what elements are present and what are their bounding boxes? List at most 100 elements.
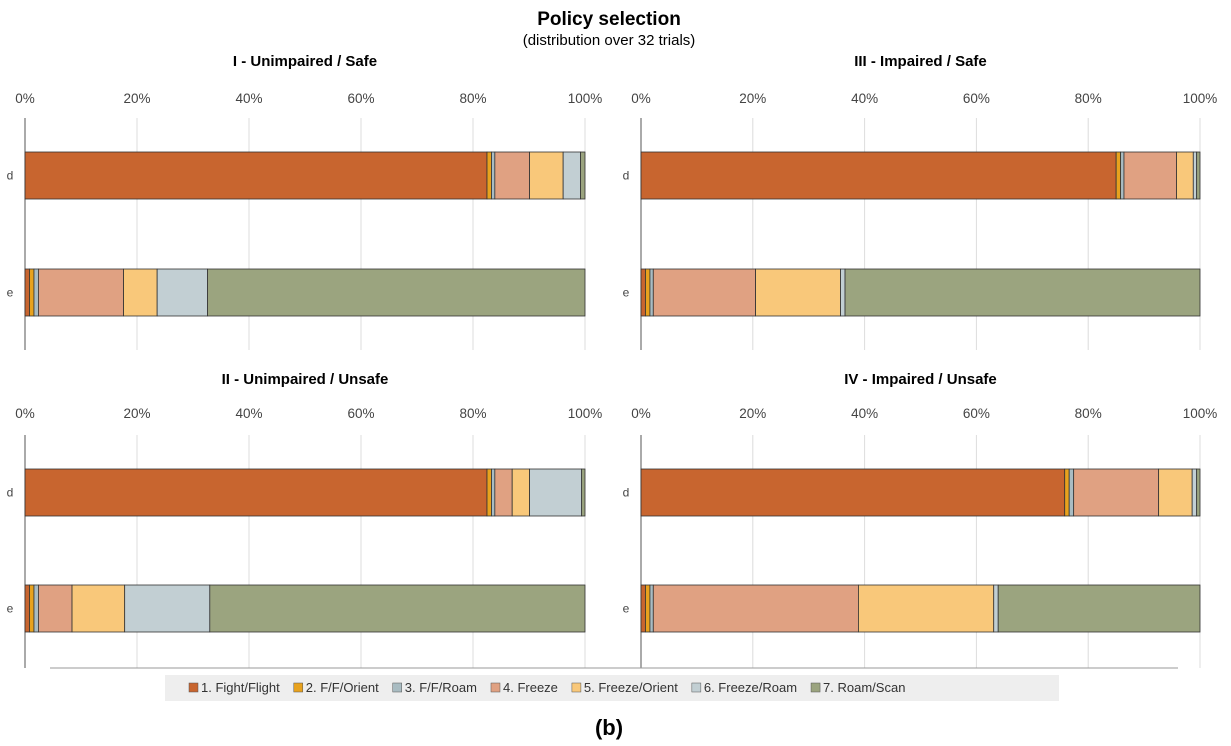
- bar-segment-2-f-f-orient: [1064, 468, 1070, 517]
- legend-swatch-5-freeze-orient: [571, 682, 582, 693]
- bar-segment-1-fight-flight: [640, 584, 646, 633]
- bar-segment-4-freeze: [494, 468, 513, 517]
- bar-segment-3-f-f-roam: [33, 584, 39, 633]
- bar-segment-5-freeze-orient: [858, 584, 995, 633]
- x-tick-label: 0%: [631, 406, 651, 421]
- bar-segment-3-f-f-roam: [1120, 151, 1125, 200]
- panel-title: IV - Impaired / Unsafe: [844, 371, 997, 388]
- panel-1: I - Unimpaired / Safe 0% 20% 40% 60% 80% 100% d…: [7, 53, 603, 350]
- legend-swatch-1-fight-flight: [188, 682, 199, 693]
- legend-swatch-4-freeze: [490, 682, 501, 693]
- bar-segment-2-f-f-orient: [29, 584, 35, 633]
- x-tick-label: 80%: [459, 406, 486, 421]
- legend-label: 4. Freeze: [503, 680, 558, 695]
- x-tick-label: 80%: [459, 91, 486, 106]
- bar-segment-4-freeze: [494, 151, 530, 200]
- bar-segment-5-freeze-orient: [755, 268, 841, 317]
- bar-segment-4-freeze: [38, 584, 73, 633]
- x-tick-label: 20%: [123, 406, 150, 421]
- legend-swatch-6-freeze-roam: [691, 682, 702, 693]
- legend-label: 7. Roam/Scan: [823, 680, 905, 695]
- panel-2: III - Impaired / Safe 0% 20% 40% 60% 80% 100% d…: [623, 53, 1218, 350]
- x-tick-label: 100%: [568, 406, 603, 421]
- x-tick-label: 20%: [739, 91, 766, 106]
- bar-segment-6-freeze-roam: [840, 268, 846, 317]
- x-tick-label: 40%: [851, 91, 878, 106]
- bar-segment-6-freeze-roam: [562, 151, 581, 200]
- category-label: e: [7, 286, 14, 300]
- bar-segment-1-fight-flight: [24, 584, 30, 633]
- panels: I - Unimpaired / Safe 0% 20% 40% 60% 80% 100% d…: [7, 53, 1218, 668]
- x-tick-label: 0%: [631, 91, 651, 106]
- category-label: d: [623, 486, 630, 500]
- bar-segment-2-f-f-orient: [486, 468, 492, 517]
- panel-4: IV - Impaired / Unsafe 0% 20% 40% 60% 80% 100%…: [623, 371, 1217, 668]
- bar-segment-4-freeze: [38, 268, 124, 317]
- bar-segment-7-roam-scan: [209, 584, 586, 633]
- category-label: e: [623, 602, 630, 616]
- bar-segment-3-f-f-roam: [1068, 468, 1075, 517]
- category-label: e: [7, 602, 14, 616]
- bar-segment-4-freeze: [652, 584, 859, 633]
- bar-segment-7-roam-scan: [581, 468, 586, 517]
- bar-segment-3-f-f-roam: [649, 584, 654, 633]
- category-label: d: [623, 169, 630, 183]
- bar-segment-6-freeze-roam: [529, 468, 583, 517]
- bar-segment-1-fight-flight: [24, 468, 488, 517]
- bar-segment-7-roam-scan: [997, 584, 1201, 633]
- x-tick-label: 60%: [347, 91, 374, 106]
- bar-segment-7-roam-scan: [844, 268, 1201, 317]
- panel-title: I - Unimpaired / Safe: [233, 53, 377, 70]
- x-tick-label: 100%: [568, 91, 603, 106]
- figure-title: Policy selection: [537, 9, 681, 30]
- x-tick-label: 0%: [15, 406, 35, 421]
- bar-segment-2-f-f-orient: [1115, 151, 1122, 200]
- legend-swatch-2-f-f-orient: [293, 682, 304, 693]
- bar-segment-3-f-f-roam: [491, 151, 496, 200]
- figure-caption: (b): [595, 715, 623, 740]
- category-label: e: [623, 286, 630, 300]
- legend-swatch-7-roam-scan: [810, 682, 821, 693]
- bar-segment-2-f-f-orient: [29, 268, 35, 317]
- bar-segment-7-roam-scan: [1196, 468, 1201, 517]
- legend-label: 3. F/F/Roam: [405, 680, 477, 695]
- bar-segment-6-freeze-roam: [124, 584, 211, 633]
- bar-segment-1-fight-flight: [24, 268, 30, 317]
- bar-segment-6-freeze-roam: [1191, 468, 1198, 517]
- panel-title: II - Unimpaired / Unsafe: [222, 371, 389, 388]
- bar-segment-5-freeze-orient: [123, 268, 158, 317]
- bar-segment-4-freeze: [652, 268, 756, 317]
- bar-segment-2-f-f-orient: [645, 584, 651, 633]
- bar-segment-5-freeze-orient: [1176, 151, 1194, 200]
- legend-swatch-3-f-f-roam: [392, 682, 402, 693]
- legend-background: [165, 675, 1059, 701]
- bar-segment-1-fight-flight: [640, 151, 1117, 200]
- category-label: d: [7, 169, 14, 183]
- category-label: d: [7, 486, 14, 500]
- legend-label: 5. Freeze/Orient: [584, 680, 678, 695]
- x-tick-label: 100%: [1183, 91, 1218, 106]
- bar-segment-7-roam-scan: [580, 151, 586, 200]
- bar-segment-5-freeze-orient: [1158, 468, 1193, 517]
- bar-segment-3-f-f-roam: [33, 268, 39, 317]
- bar-segment-3-f-f-roam: [491, 468, 496, 517]
- x-tick-label: 40%: [851, 406, 878, 421]
- bar-segment-4-freeze: [1123, 151, 1177, 200]
- x-tick-label: 40%: [235, 406, 262, 421]
- x-tick-label: 20%: [739, 406, 766, 421]
- panel-3: II - Unimpaired / Unsafe 0% 20% 40% 60% 80% 10…: [7, 371, 603, 668]
- bar-segment-1-fight-flight: [640, 468, 1066, 517]
- bar-segment-1-fight-flight: [640, 268, 646, 317]
- legend: 1. Fight/Flight 2. F/F/Orient 3. F/F/Roam 4…: [165, 675, 1059, 701]
- legend-label: 1. Fight/Flight: [201, 680, 280, 695]
- bar-segment-5-freeze-orient: [511, 468, 530, 517]
- legend-label: 6. Freeze/Roam: [704, 680, 797, 695]
- bar-segment-6-freeze-roam: [993, 584, 999, 633]
- legend-label: 2. F/F/Orient: [306, 680, 379, 695]
- figure-subtitle: (distribution over 32 trials): [523, 32, 696, 49]
- bar-segment-5-freeze-orient: [529, 151, 564, 200]
- bar-segment-2-f-f-orient: [645, 268, 651, 317]
- x-tick-label: 80%: [1075, 91, 1102, 106]
- panel-title: III - Impaired / Safe: [854, 53, 987, 70]
